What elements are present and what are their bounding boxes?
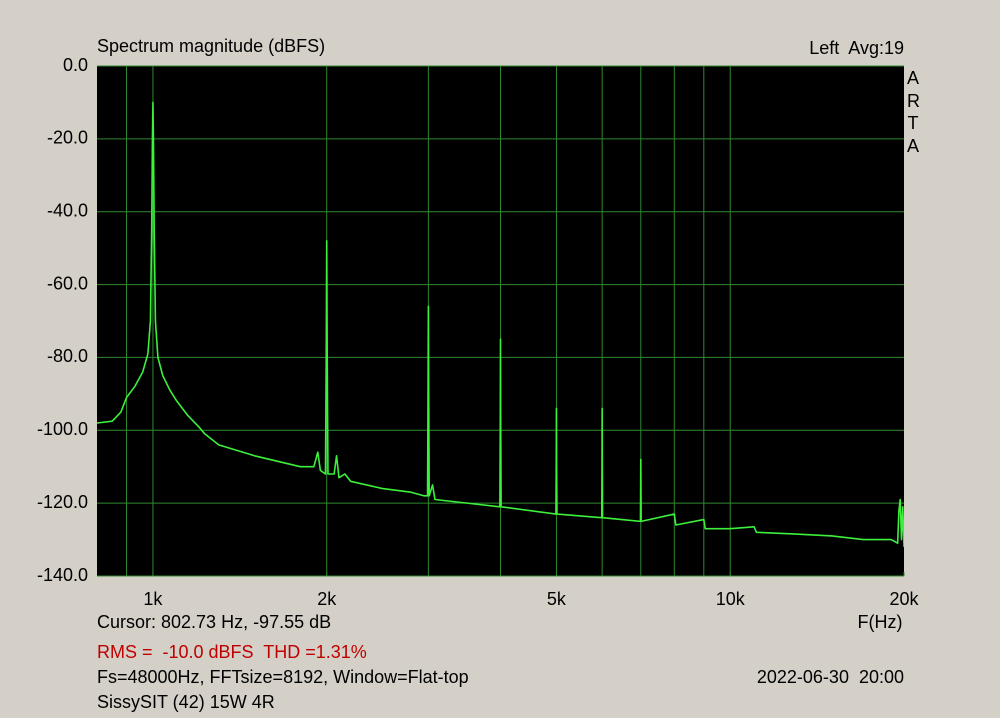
x-axis-label: F(Hz) [858,612,903,632]
x-tick-label: 2k [317,589,337,609]
channel-label: Left Avg:19 [809,38,904,58]
y-tick-label: -80.0 [47,346,88,366]
x-tick-label: 20k [889,589,919,609]
y-tick-label: -40.0 [47,200,88,220]
brand: ARTA [907,68,920,156]
x-tick-label: 5k [547,589,567,609]
cursor-text: Cursor: 802.73 Hz, -97.55 dB [97,612,331,632]
settings-text: Fs=48000Hz, FFTsize=8192, Window=Flat-to… [97,667,469,687]
chart-title: Spectrum magnitude (dBFS) [97,36,325,56]
spectrum-line [97,101,904,547]
y-tick-label: -140.0 [37,565,88,585]
x-tick-label: 10k [716,589,746,609]
measurement-text: RMS = -10.0 dBFS THD =1.31% [97,642,367,662]
y-tick-label: -120.0 [37,492,88,512]
plot-clip [97,101,904,547]
y-tick-label: 0.0 [63,55,88,75]
x-tick-label: 1k [143,589,163,609]
device-text: SissySIT (42) 15W 4R [97,692,275,712]
y-tick-label: -100.0 [37,419,88,439]
y-tick-label: -20.0 [47,128,88,148]
date-text: 2022-06-30 20:00 [757,667,904,687]
y-tick-label: -60.0 [47,273,88,293]
